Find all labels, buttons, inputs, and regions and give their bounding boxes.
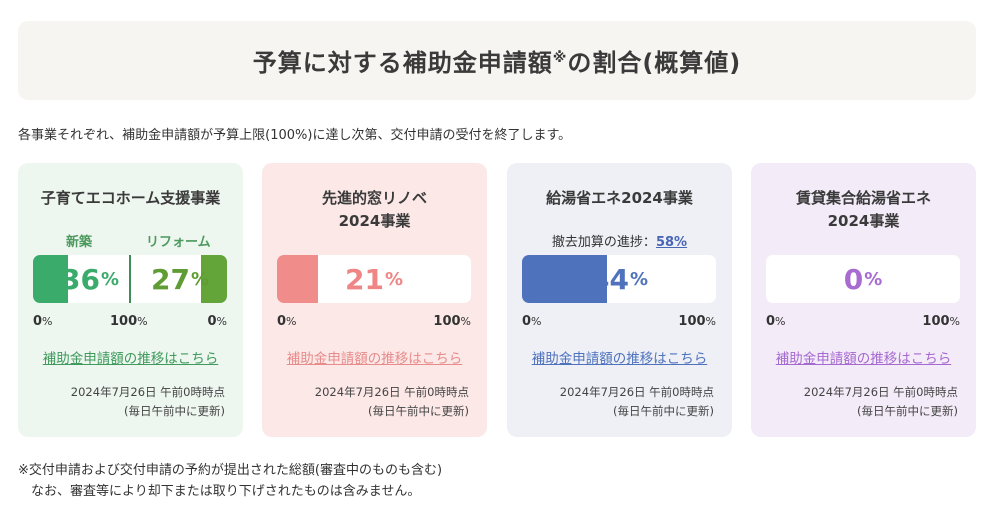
progress-bar-reform: 27% (131, 255, 227, 303)
title-footnote-mark: ※ (552, 50, 568, 66)
updated-line2: (毎日午前中に更新) (368, 404, 469, 418)
value-reform-pct: % (190, 268, 210, 290)
tick-value: 100 (678, 314, 706, 329)
value-number: 44 (589, 262, 629, 296)
card-title-line1: 賃貸集合給湯省エネ (795, 189, 931, 207)
updated-line1: 2024年7月26日 午前0時時点 (70, 385, 225, 399)
value-new-number: 36 (60, 262, 100, 296)
tick-value: 0 (33, 314, 43, 329)
updated-timestamp: 2024年7月26日 午前0時時点 (毎日午前中に更新) (751, 383, 958, 421)
tick-hundred-center: 100% (110, 314, 148, 329)
sub-label-new: 新築 (66, 235, 93, 250)
card-title-line2: 2024事業 (338, 212, 411, 230)
updated-timestamp: 2024年7月26日 午前0時時点 (毎日午前中に更新) (262, 383, 469, 421)
progress-fill (277, 255, 318, 303)
progress-bar: 0% (766, 255, 960, 303)
updated-timestamp: 2024年7月26日 午前0時時点 (毎日午前中に更新) (507, 383, 714, 421)
card-title: 給湯省エネ2024事業 (546, 189, 693, 207)
footnote-line2: なお、審査等により却下または取り下げされたものは含みません。 (31, 484, 421, 499)
bar-divider (129, 255, 131, 303)
trend-link[interactable]: 補助金申請額の推移はこちら (42, 351, 219, 367)
tick-pct: % (286, 315, 297, 328)
tick-value: 100 (922, 314, 950, 329)
card-title-line1: 先進的窓リノベ (321, 189, 427, 207)
tick-zero-right: 0% (208, 314, 228, 329)
tick-zero: 0% (277, 314, 297, 329)
tick-hundred: 100% (678, 314, 716, 329)
tick-pct: % (460, 315, 471, 328)
updated-timestamp: 2024年7月26日 午前0時時点 (毎日午前中に更新) (18, 383, 225, 421)
description-text: 各事業それぞれ、補助金申請額が予算上限(100%)に達し次第、交付申請の受付を終… (18, 128, 572, 143)
title-panel: 予算に対する補助金申請額※の割合(概算値) (18, 21, 976, 100)
value-new-pct: % (100, 268, 119, 290)
axis-ticks: 0% 100% (522, 314, 716, 330)
progress-fill (522, 255, 608, 303)
card-kyuto-shoene: 給湯省エネ2024事業 撤去加算の進捗：58% 44% 0% 100% 補助金申… (507, 163, 732, 437)
progress-bar: 21% (277, 255, 471, 303)
tick-zero: 0% (766, 314, 786, 329)
updated-line2: (毎日午前中に更新) (124, 404, 225, 418)
tick-pct: % (137, 315, 148, 328)
card-title: 先進的窓リノベ 2024事業 (262, 187, 487, 233)
title-text: 予算に対する補助金申請額 (252, 49, 553, 77)
updated-line1: 2024年7月26日 午前0時時点 (559, 385, 714, 399)
card-kosodate-eco-home: 子育てエコホーム支援事業 新築 リフォーム 36% 27% 0% 100% 0%… (18, 163, 243, 437)
axis-ticks: 0% 100% (766, 314, 960, 330)
tick-value: 0 (277, 314, 287, 329)
tick-hundred: 100% (922, 314, 960, 329)
tick-zero: 0% (522, 314, 542, 329)
trend-link[interactable]: 補助金申請額の推移はこちら (775, 351, 952, 367)
trend-link[interactable]: 補助金申請額の推移はこちら (531, 351, 708, 367)
tick-value: 100 (433, 314, 461, 329)
footnote: ※交付申請および交付申請の予約が提出された総額(審査中のものも含む) なお、審査… (18, 460, 442, 502)
tick-pct: % (42, 315, 53, 328)
updated-line1: 2024年7月26日 午前0時時点 (803, 385, 958, 399)
tick-zero-left: 0% (33, 314, 53, 329)
progress-value-reform: 27% (131, 255, 227, 303)
tick-value: 0 (207, 314, 217, 329)
value-pct: % (864, 268, 883, 290)
progress-value: 21% (277, 255, 471, 303)
card-mado-renove: 先進的窓リノベ 2024事業 21% 0% 100% 補助金申請額の推移はこちら … (262, 163, 487, 437)
value-number: 0 (843, 262, 864, 296)
card-title-line2: 2024事業 (827, 212, 900, 230)
value-pct: % (384, 268, 403, 290)
tick-pct: % (531, 315, 542, 328)
progress-value: 44% (522, 255, 716, 303)
tick-hundred: 100% (433, 314, 471, 329)
value-reform-number: 27 (151, 262, 190, 296)
updated-line1: 2024年7月26日 午前0時時点 (314, 385, 469, 399)
progress-bar-new: 36% (33, 255, 129, 303)
removal-progress-link[interactable]: 58% (655, 235, 688, 250)
tick-pct: % (775, 315, 786, 328)
card-title: 子育てエコホーム支援事業 (40, 189, 221, 207)
tick-value: 0 (522, 314, 532, 329)
progress-value-new: 36% (33, 255, 129, 303)
card-title: 賃貸集合給湯省エネ 2024事業 (751, 187, 976, 233)
axis-ticks: 0% 100% (277, 314, 471, 330)
title-tail: の割合(概算値) (567, 49, 742, 77)
removal-progress-note: 撤去加算の進捗：58% (507, 231, 732, 250)
card-chintai-kyuto-shoene: 賃貸集合給湯省エネ 2024事業 0% 0% 100% 補助金申請額の推移はこちら… (751, 163, 976, 437)
trend-link[interactable]: 補助金申請額の推移はこちら (286, 351, 463, 367)
progress-bar: 44% (522, 255, 716, 303)
tick-pct: % (216, 315, 227, 328)
tick-value: 0 (766, 314, 776, 329)
sub-label-reform: リフォーム (146, 235, 211, 250)
progress-fill-reform (201, 255, 227, 303)
page-title: 予算に対する補助金申請額※の割合(概算値) (253, 43, 742, 78)
updated-line2: (毎日午前中に更新) (613, 404, 714, 418)
tick-pct: % (949, 315, 960, 328)
axis-ticks: 0% 100% 0% (33, 314, 227, 330)
tick-value: 100 (110, 314, 138, 329)
tick-pct: % (705, 315, 716, 328)
progress-fill-new (33, 255, 68, 303)
value-pct: % (629, 268, 648, 290)
value-number: 21 (344, 262, 384, 296)
updated-line2: (毎日午前中に更新) (857, 404, 958, 418)
removal-progress-label: 撤去加算の進捗： (551, 235, 656, 250)
progress-value: 0% (766, 255, 960, 303)
footnote-line1: ※交付申請および交付申請の予約が提出された総額(審査中のものも含む) (18, 463, 443, 478)
